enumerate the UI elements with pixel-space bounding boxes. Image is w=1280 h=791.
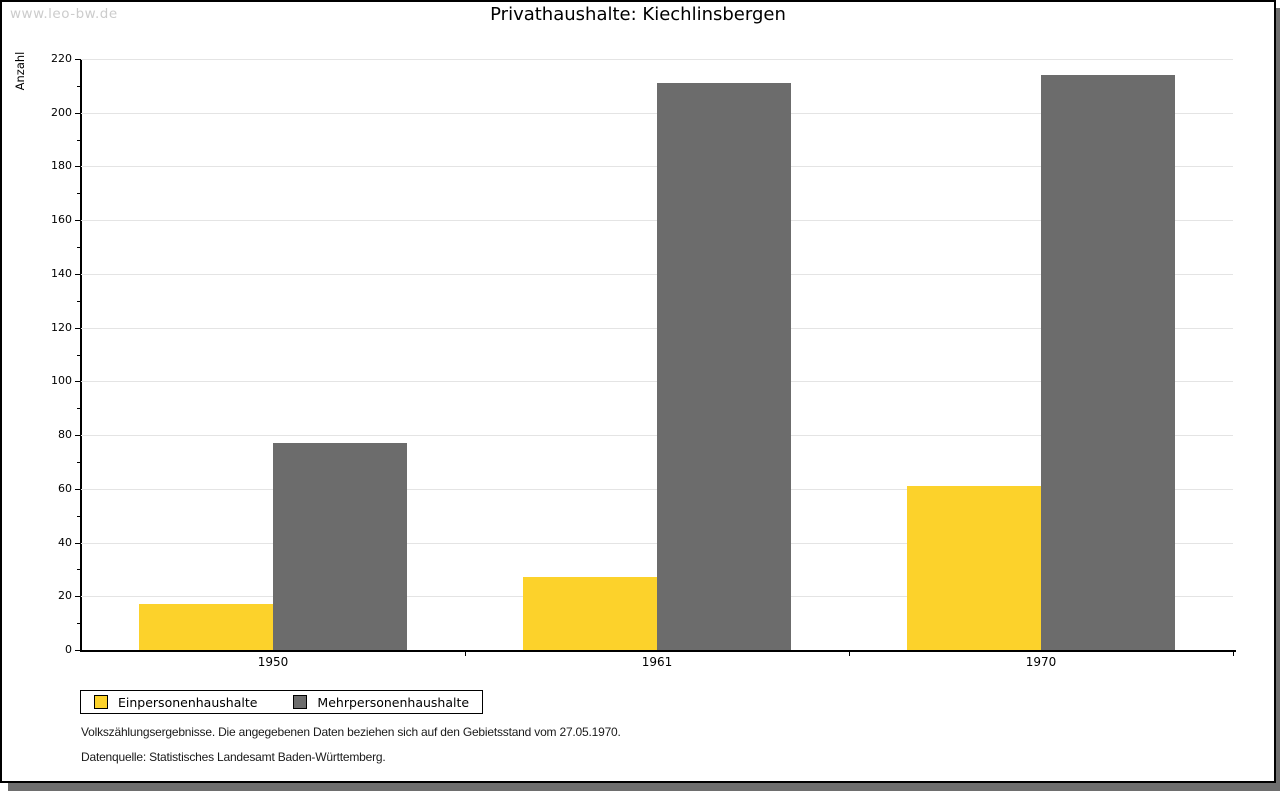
y-axis-line [80,59,82,651]
y-axis-tick-label: 40 [58,535,72,549]
y-axis-tick-label: 180 [51,159,72,173]
frame-shadow-right [1276,8,1280,791]
y-axis-tick [75,488,81,490]
y-axis-tick-label: 220 [51,52,72,65]
y-axis-minor-tick [77,461,81,463]
y-axis-tick [75,220,81,222]
frame-shadow-bottom [8,783,1280,791]
y-axis-minor-tick [77,408,81,410]
y-axis-tick-label: 140 [51,266,72,280]
y-axis-tick [75,166,81,168]
legend-item-einpersonenhaushalte: Einpersonenhaushalte [94,695,257,710]
chart-title: Privathaushalte: Kiechlinsbergen [490,4,786,25]
legend-label: Mehrpersonenhaushalte [317,694,470,710]
gridline [81,59,1233,60]
y-axis-minor-tick [77,85,81,87]
y-axis-minor-tick [77,193,81,195]
y-axis-tick [75,112,81,114]
y-axis-tick-label: 80 [58,428,72,442]
y-axis-tick [75,327,81,329]
frame-border-right [1274,0,1276,783]
y-axis-minor-tick [77,354,81,356]
bar-mehrpersonenhaushalte-1950 [273,443,407,650]
y-axis-tick-label: 100 [51,374,72,388]
watermark: www.leo-bw.de [10,6,118,22]
y-axis-minor-tick [77,300,81,302]
y-axis-minor-tick [77,515,81,517]
y-axis-tick [75,273,81,275]
legend-swatch [94,695,108,709]
y-axis-tick-label: 20 [58,589,72,603]
y-axis-minor-tick [77,139,81,141]
y-axis-minor-tick [77,569,81,571]
x-axis-tick [465,652,466,656]
bar-einpersonenhaushalte-1950 [139,604,273,650]
legend-swatch [293,695,308,709]
y-axis-tick [75,596,81,598]
y-axis-tick-label: 60 [58,481,72,495]
x-axis-label: 1970 [1025,655,1057,669]
y-axis-minor-tick [77,623,81,625]
y-axis-minor-tick [77,247,81,249]
y-axis-tick [75,381,81,383]
bar-mehrpersonenhaushalte-1961 [657,83,791,650]
legend: Einpersonenhaushalte Mehrpersonenhaushalt… [80,690,484,714]
x-axis-label: 1961 [641,655,673,669]
y-axis-tick [75,542,81,544]
y-axis-tick-label: 0 [65,643,72,656]
frame-border-left [0,0,2,783]
frame-border-top [0,0,1276,2]
y-axis-tick-label: 120 [51,320,72,334]
bar-mehrpersonenhaushalte-1970 [1041,75,1175,650]
legend-item-mehrpersonenhaushalte: Mehrpersonenhaushalte [293,695,469,710]
frame-border-bottom [0,781,1276,783]
bar-einpersonenhaushalte-1970 [907,486,1041,650]
x-axis-tick [1233,652,1234,656]
y-axis-tick-label: 200 [51,105,72,119]
x-axis-label: 1950 [257,655,289,669]
y-axis-tick [75,650,81,651]
bar-einpersonenhaushalte-1961 [523,577,657,650]
y-axis-tick [75,59,81,60]
x-axis-line [80,650,1236,652]
y-axis-tick [75,435,81,437]
footnote-data-source: Datenquelle: Statistisches Landesamt Bad… [81,750,386,764]
x-axis-tick [849,652,850,656]
legend-label: Einpersonenhaushalte [118,694,258,710]
y-axis-tick-label: 160 [51,213,72,227]
footnote-source-note: Volkszählungsergebnisse. Die angegebenen… [81,725,621,739]
